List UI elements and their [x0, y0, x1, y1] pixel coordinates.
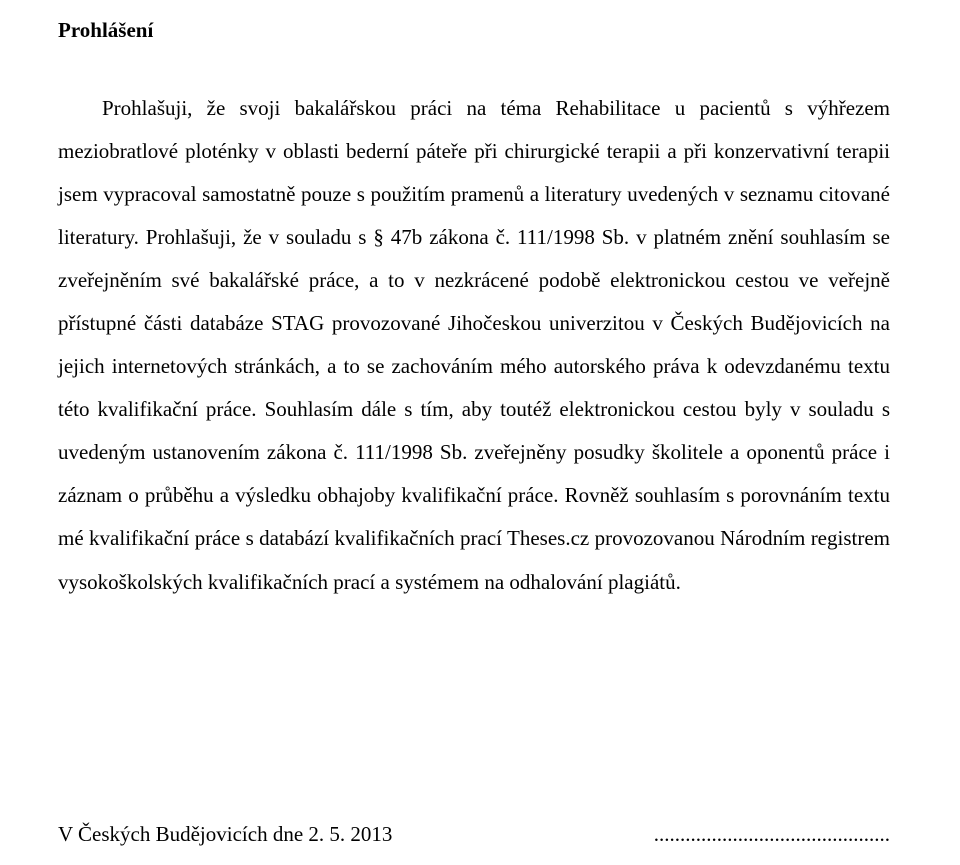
- declaration-heading: Prohlášení: [58, 18, 890, 43]
- signature-dots: ........................................…: [654, 822, 890, 847]
- document-page: Prohlášení Prohlašuji, že svoji bakalářs…: [0, 0, 960, 865]
- declaration-body: Prohlašuji, že svoji bakalářskou práci n…: [58, 87, 890, 604]
- footer-place-date: V Českých Budějovicích dne 2. 5. 2013: [58, 822, 392, 847]
- footer-line: V Českých Budějovicích dne 2. 5. 2013 ..…: [58, 822, 890, 847]
